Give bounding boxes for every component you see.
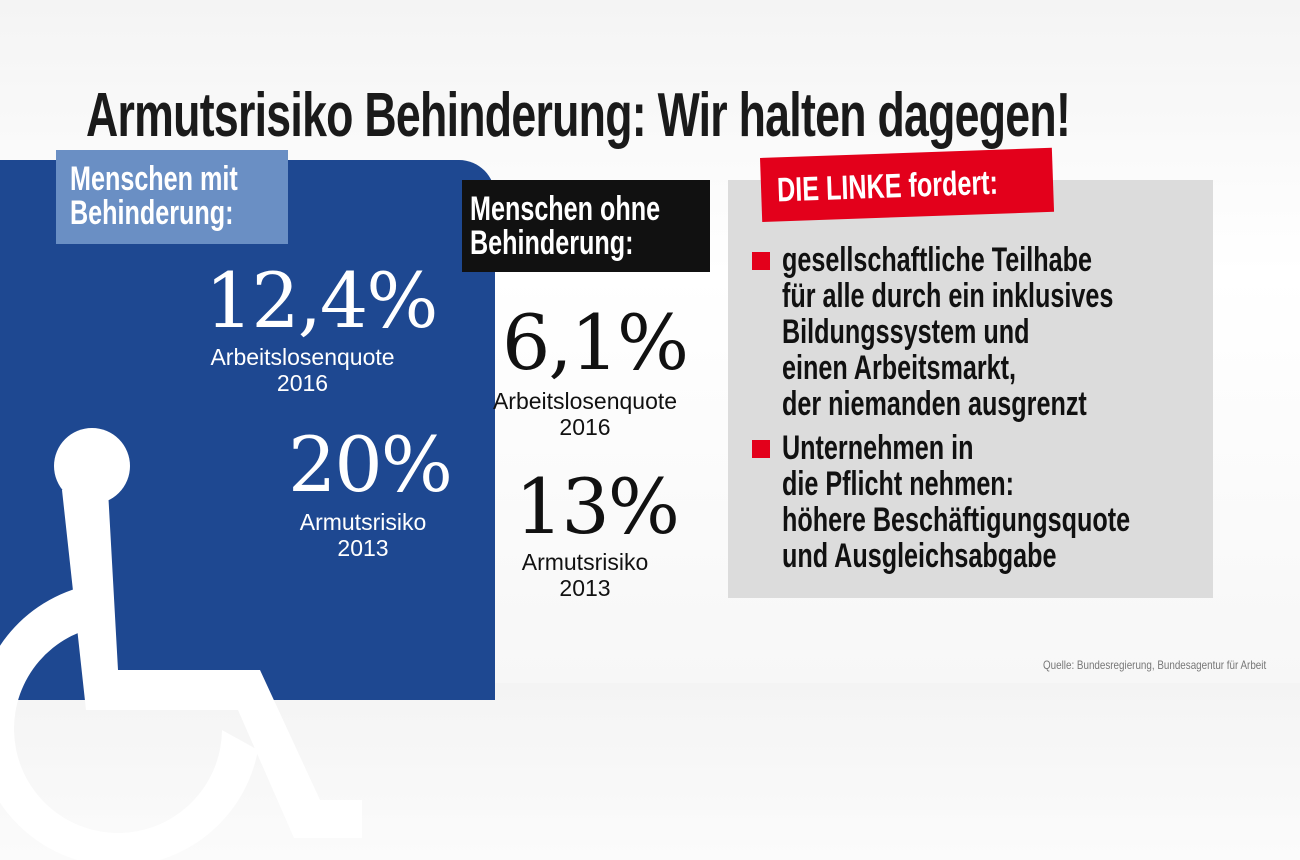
source-note: Quelle: Bundesregierung, Bundesagentur f… bbox=[1043, 658, 1267, 672]
non-disabled-label-line2: Behinderung: bbox=[470, 224, 634, 262]
demand-line: einen Arbeitsmarkt, bbox=[782, 349, 1016, 387]
demand-line: für alle durch ein inklusives bbox=[782, 277, 1114, 315]
non-disabled-unemployment-year: 2016 bbox=[559, 414, 611, 440]
demand-line: der niemanden ausgrenzt bbox=[782, 385, 1087, 423]
demand-line: und Ausgleichsabgabe bbox=[782, 537, 1057, 575]
demand-line: die Pflicht nehmen: bbox=[782, 465, 1015, 503]
bullet-square-icon bbox=[752, 440, 770, 458]
disabled-unemployment-value: 12,4% bbox=[205, 256, 438, 345]
non-disabled-label: Menschen ohne Behinderung: bbox=[462, 180, 710, 272]
disabled-poverty-caption: Armutsrisiko bbox=[299, 509, 427, 535]
non-disabled-label-line1: Menschen ohne bbox=[470, 190, 661, 228]
disabled-poverty-year: 2013 bbox=[337, 535, 389, 561]
demands-header: DIE LINKE fordert: bbox=[760, 147, 1055, 222]
demand-line: Unternehmen in bbox=[782, 429, 974, 467]
demand-line: gesellschaftliche Teilhabe bbox=[782, 241, 1092, 279]
demand-line: höhere Beschäftigungsquote bbox=[782, 501, 1131, 539]
demands-header-text: DIE LINKE fordert: bbox=[776, 163, 999, 210]
non-disabled-poverty-year: 2013 bbox=[559, 575, 611, 601]
disabled-poverty-value: 20% bbox=[288, 420, 453, 509]
demands-box bbox=[728, 180, 1213, 598]
page-title: Armutsrisiko Behinderung: Wir halten dag… bbox=[86, 81, 1071, 150]
disabled-label-line2: Behinderung: bbox=[70, 194, 234, 232]
disabled-unemployment-caption: Arbeitslosenquote bbox=[210, 344, 395, 370]
non-disabled-unemployment-caption: Arbeitslosenquote bbox=[492, 388, 678, 414]
bullet-square-icon bbox=[752, 252, 770, 270]
non-disabled-unemployment-value: 6,1% bbox=[502, 298, 689, 387]
non-disabled-poverty-value: 13% bbox=[515, 462, 680, 551]
demand-line: Bildungssystem und bbox=[782, 313, 1030, 351]
disabled-label-line1: Menschen mit bbox=[70, 160, 238, 198]
disabled-unemployment-year: 2016 bbox=[276, 370, 329, 396]
non-disabled-poverty-caption: Armutsrisiko bbox=[521, 549, 649, 575]
disabled-label: Menschen mit Behinderung: bbox=[56, 150, 288, 244]
